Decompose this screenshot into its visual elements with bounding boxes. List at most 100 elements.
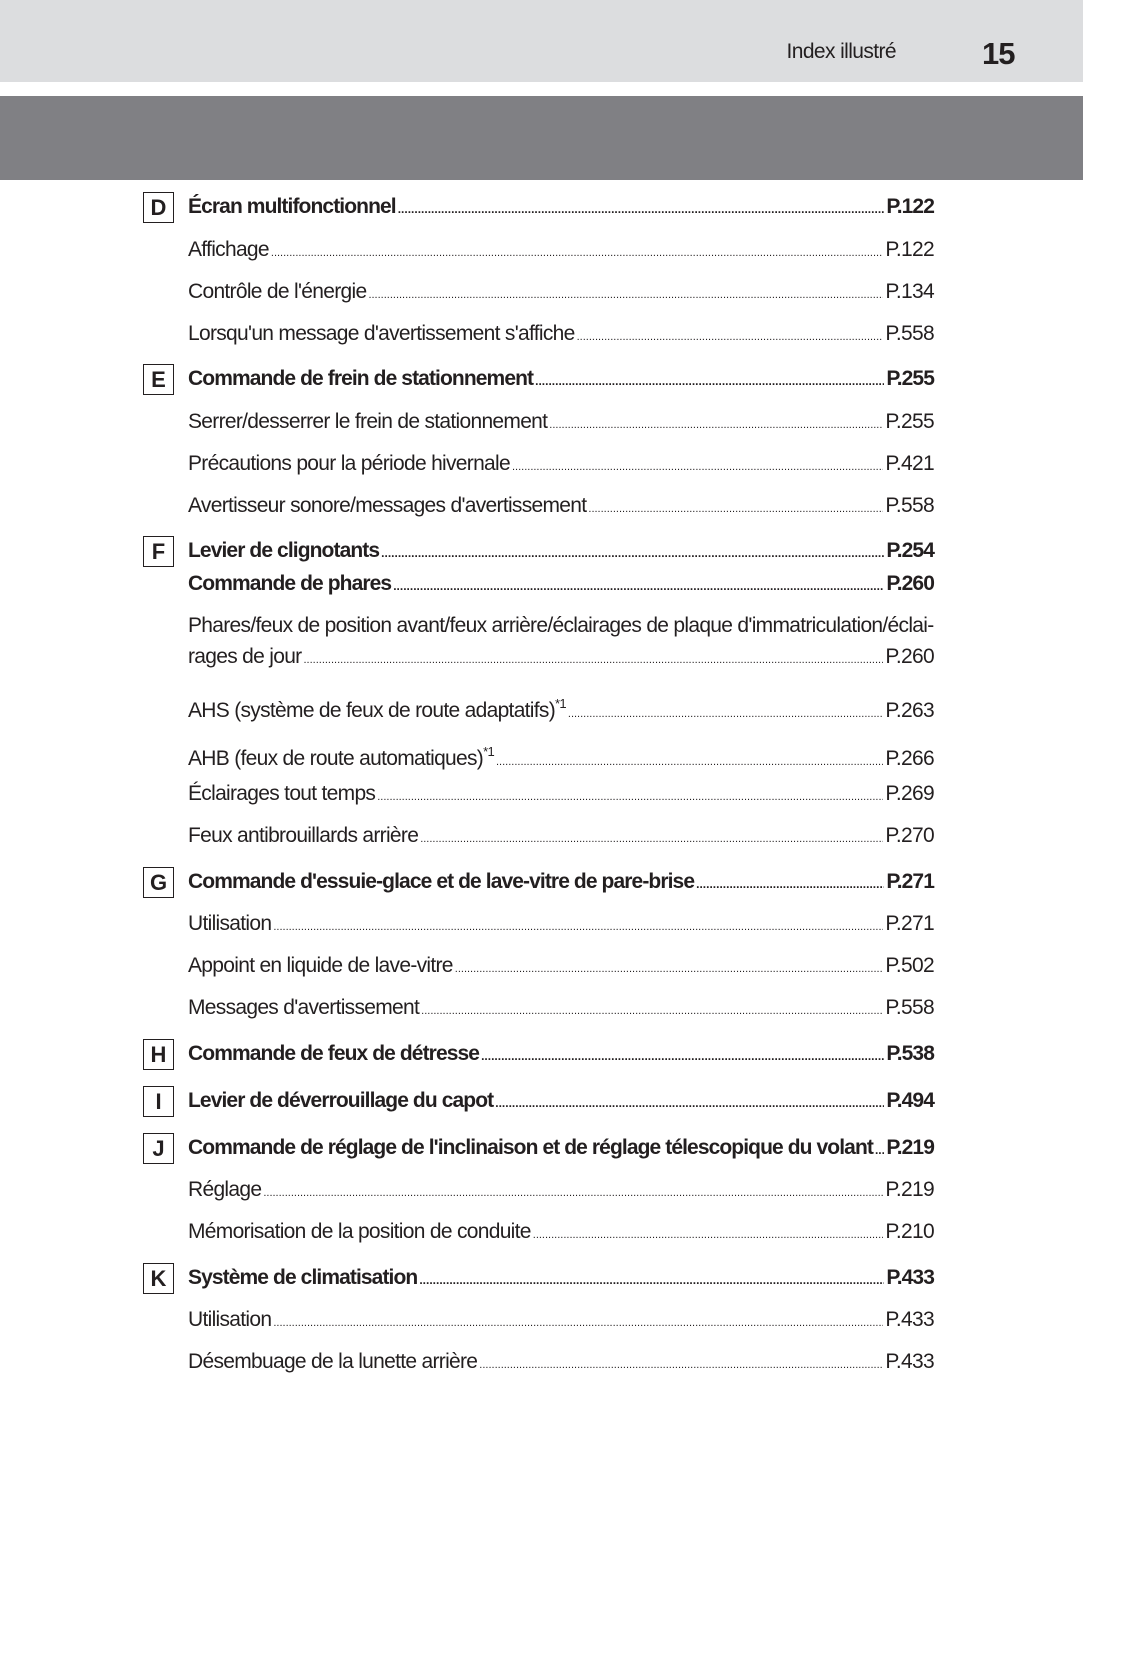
dot-leader [271,240,883,266]
index-entry-text: Commande de phares [188,572,392,595]
index-entry-label: Commande d'essuie-glace et de lave-vitre… [188,869,695,895]
index-entry-text: Commande de réglage de l'inclinaison et … [188,1136,874,1159]
page-reference[interactable]: P.494 [886,1089,935,1112]
index-entry-label: Avertisseur sonore/messages d'avertissem… [188,493,587,519]
page-reference[interactable]: P.269 [885,782,934,805]
page-reference[interactable]: P.270 [885,824,934,847]
page-reference[interactable]: P.558 [885,494,934,517]
index-entry[interactable]: Avertisseur sonore/messages d'avertissem… [188,493,935,522]
page-reference[interactable]: P.271 [885,912,934,935]
index-entry-label: rages de jour [188,644,302,670]
index-entry[interactable]: Réglage P.219 [188,1177,935,1206]
index-entry[interactable]: Affichage P.122 [188,237,935,266]
page-number: 15 [982,36,1015,71]
page-reference[interactable]: P.255 [886,367,935,390]
dot-leader [588,496,883,522]
index-entry[interactable]: Utilisation P.271 [188,911,935,940]
index-entry-text: Messages d'avertissement [188,996,420,1019]
index-entry-label: Affichage [188,237,270,263]
index-entry[interactable]: Écran multifonctionnel P.122 [188,194,935,222]
page-reference[interactable]: P.122 [885,238,934,261]
index-entry[interactable]: Désembuage de la lunette arrière P.433 [188,1349,935,1378]
index-entry-text: Contrôle de l'énergie [188,280,367,303]
dot-leader [479,1352,883,1378]
dot-leader [875,1137,884,1163]
index-entry[interactable]: Commande de frein de stationnement P.255 [188,366,935,394]
page-reference[interactable]: P.134 [885,280,934,303]
index-entry[interactable]: Commande d'essuie-glace et de lave-vitre… [188,869,935,897]
dot-leader [368,282,883,308]
page-reference[interactable]: P.558 [885,996,934,1019]
index-entry[interactable]: Commande de phares P.260 [188,571,935,599]
index-entry-label: Utilisation [188,911,272,937]
page-reference[interactable]: P.260 [885,645,934,668]
page-reference[interactable]: P.219 [885,1178,934,1201]
page-reference[interactable]: P.260 [886,572,935,595]
index-entry[interactable]: Commande de feux de détresse P.538 [188,1041,935,1069]
index-entry[interactable]: Messages d'avertissement P.558 [188,995,935,1024]
index-entry-text: Écran multifonctionnel [188,195,397,218]
page-reference[interactable]: P.421 [885,452,934,475]
index-entry[interactable]: Levier de déverrouillage du capot P.494 [188,1088,935,1116]
page-reference[interactable]: P.266 [885,747,934,770]
index-entry[interactable]: Éclairages tout temps P.269 [188,781,935,810]
page-reference[interactable]: P.538 [886,1042,935,1065]
page-reference[interactable]: P.433 [886,1266,935,1289]
index-entry-text: Commande d'essuie-glace et de lave-vitre… [188,870,695,893]
index-letter-box: E [143,364,174,395]
dot-leader [419,1267,884,1293]
dot-leader [568,701,883,727]
index-entry[interactable]: Contrôle de l'énergie P.134 [188,279,935,308]
page-reference[interactable]: P.558 [885,322,934,345]
page-reference[interactable]: P.263 [885,699,934,722]
index-entry-label: Commande de phares [188,571,392,597]
index-entry[interactable]: AHB (feux de route automatiques)*1 P.266 [188,739,935,775]
page-reference[interactable]: P.210 [885,1220,934,1243]
index-entry[interactable]: Utilisation P.433 [188,1307,935,1336]
index-entry[interactable]: Mémorisation de la position de conduite P… [188,1219,935,1248]
page-reference[interactable]: P.433 [885,1350,934,1373]
index-letter-box: I [143,1086,174,1117]
index-entry-label: Serrer/desserrer le frein de stationneme… [188,409,548,435]
page-reference[interactable]: P.219 [886,1136,935,1159]
page-reference[interactable]: P.433 [885,1308,934,1331]
page-reference[interactable]: P.254 [886,539,935,562]
dot-leader [496,749,883,775]
dot-leader [549,412,883,438]
index-entry[interactable]: Lorsqu'un message d'avertissement s'affi… [188,321,935,350]
dot-leader [533,1222,884,1248]
page-reference[interactable]: P.122 [886,195,935,218]
index-entry[interactable]: rages de jour P.260 [188,644,935,673]
dot-leader [455,956,884,982]
dot-leader [393,573,884,599]
index-entry-label: Commande de feux de détresse [188,1041,480,1067]
dot-leader [263,1180,883,1206]
page-reference[interactable]: P.502 [885,954,934,977]
dot-leader [273,1310,883,1336]
index-entry[interactable]: Levier de clignotants P.254 [188,538,935,566]
index-entry[interactable]: AHS (système de feux de route adaptatifs… [188,691,935,727]
dot-leader [481,1043,884,1069]
index-entry-text: Mémorisation de la position de conduite [188,1220,531,1243]
index-entry[interactable]: Serrer/desserrer le frein de stationneme… [188,409,935,438]
index-entry[interactable]: Commande de réglage de l'inclinaison et … [188,1135,935,1163]
index-entry[interactable]: Appoint en liquide de lave-vitre P.502 [188,953,935,982]
index-entry-label: Contrôle de l'énergie [188,279,367,305]
page-reference[interactable]: P.255 [885,410,934,433]
page-reference[interactable]: P.271 [886,870,935,893]
index-entry-text: Serrer/desserrer le frein de stationneme… [188,410,548,433]
index-entry-label: Système de climatisation [188,1265,418,1291]
index-entry-text: Commande de feux de détresse [188,1042,480,1065]
dot-leader [696,871,884,897]
dot-leader [398,196,885,222]
index-letter-box: D [143,192,174,223]
index-entry[interactable]: Système de climatisation P.433 [188,1265,935,1293]
index-entry-text: Levier de déverrouillage du capot [188,1089,494,1112]
index-entry-text: Éclairages tout temps [188,782,376,805]
index-entry[interactable]: Précautions pour la période hivernale P.4… [188,451,935,480]
index-entry-text: Avertisseur sonore/messages d'avertissem… [188,494,587,517]
index-entry[interactable]: Feux antibrouillards arrière P.270 [188,823,935,852]
index-entry-label: Éclairages tout temps [188,781,376,807]
dot-leader [495,1090,884,1116]
index-entry-text: Feux antibrouillards arrière [188,824,419,847]
